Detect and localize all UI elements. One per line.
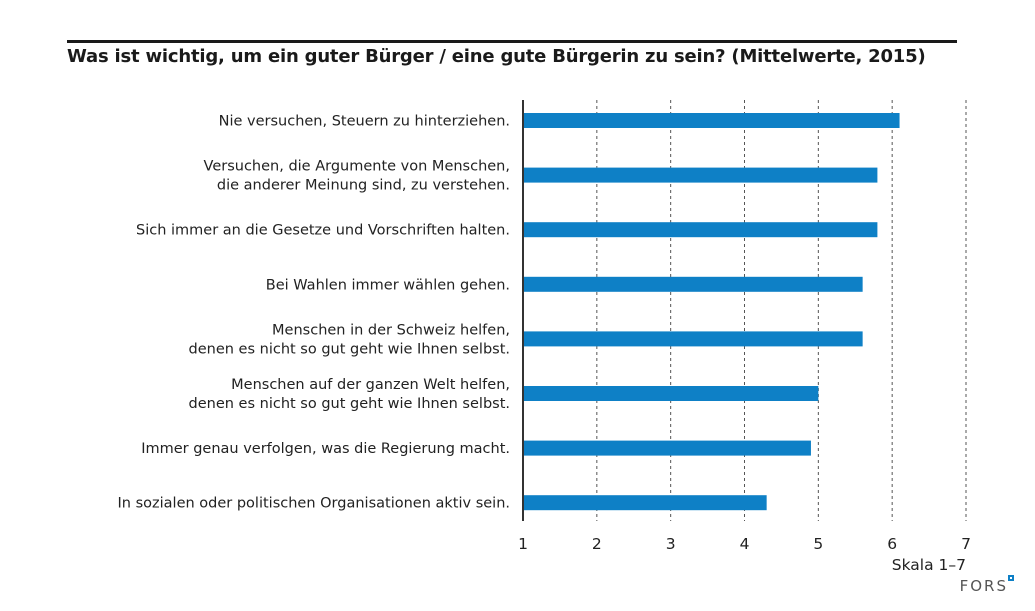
category-label-line: Immer genau verfolgen, was die Regierung… xyxy=(141,441,510,457)
bar xyxy=(524,331,863,347)
bars xyxy=(524,113,900,511)
title-rule xyxy=(67,40,957,43)
category-label-line: denen es nicht so gut geht wie Ihnen sel… xyxy=(189,396,510,412)
fors-logo-square-icon xyxy=(1008,575,1014,581)
x-tick-label: 6 xyxy=(887,535,897,553)
x-tick-labels: 1 2 3 4 5 6 7 xyxy=(518,535,971,553)
category-label-line: die anderer Meinung sind, zu verstehen. xyxy=(217,178,510,194)
category-label: Immer genau verfolgen, was die Regierung… xyxy=(141,441,510,457)
fors-logo-text: FORS xyxy=(960,577,1008,595)
category-labels: Nie versuchen, Steuern zu hinterziehen. V… xyxy=(118,114,510,512)
category-label-line: Menschen in der Schweiz helfen, xyxy=(272,322,510,338)
bar xyxy=(524,495,767,511)
bar xyxy=(524,113,900,128)
bar xyxy=(524,276,863,292)
x-axis-label: Skala 1–7 xyxy=(892,556,966,574)
category-label: Bei Wahlen immer wählen gehen. xyxy=(266,277,510,293)
category-label: Sich immer an die Gesetze und Vorschrift… xyxy=(136,223,510,239)
bar xyxy=(524,440,811,456)
category-label-line: Sich immer an die Gesetze und Vorschrift… xyxy=(136,223,510,239)
x-tick-label: 7 xyxy=(961,535,971,553)
category-label: In sozialen oder politischen Organisatio… xyxy=(118,496,510,512)
x-tick-label: 4 xyxy=(740,535,750,553)
category-label-line: Bei Wahlen immer wählen gehen. xyxy=(266,277,510,293)
category-label-line: Versuchen, die Argumente von Menschen, xyxy=(204,159,510,175)
category-label: Menschen auf der ganzen Welt helfen, dene… xyxy=(189,377,510,412)
category-label: Nie versuchen, Steuern zu hinterziehen. xyxy=(219,114,510,130)
category-label: Menschen in der Schweiz helfen, denen es … xyxy=(189,322,510,357)
category-label-line: denen es nicht so gut geht wie Ihnen sel… xyxy=(189,341,510,357)
bar xyxy=(524,222,878,238)
chart-title: Was ist wichtig, um ein guter Bürger / e… xyxy=(67,46,926,67)
x-tick-label: 5 xyxy=(813,535,823,553)
category-label-line: In sozialen oder politischen Organisatio… xyxy=(118,496,510,512)
bar xyxy=(524,386,819,401)
gridlines xyxy=(596,100,967,521)
category-label: Versuchen, die Argumente von Menschen, di… xyxy=(204,159,510,194)
x-tick-label: 1 xyxy=(518,535,528,553)
x-tick-label: 2 xyxy=(592,535,602,553)
x-tick-label: 3 xyxy=(666,535,676,553)
category-label-line: Menschen auf der ganzen Welt helfen, xyxy=(231,377,510,393)
bar xyxy=(524,167,878,183)
category-label-line: Nie versuchen, Steuern zu hinterziehen. xyxy=(219,114,510,130)
